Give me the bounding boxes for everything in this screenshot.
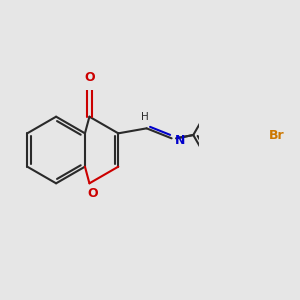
Text: O: O (84, 71, 95, 84)
Text: H: H (141, 112, 149, 122)
Text: Br: Br (269, 128, 284, 142)
Text: O: O (87, 187, 98, 200)
Text: N: N (175, 134, 185, 146)
